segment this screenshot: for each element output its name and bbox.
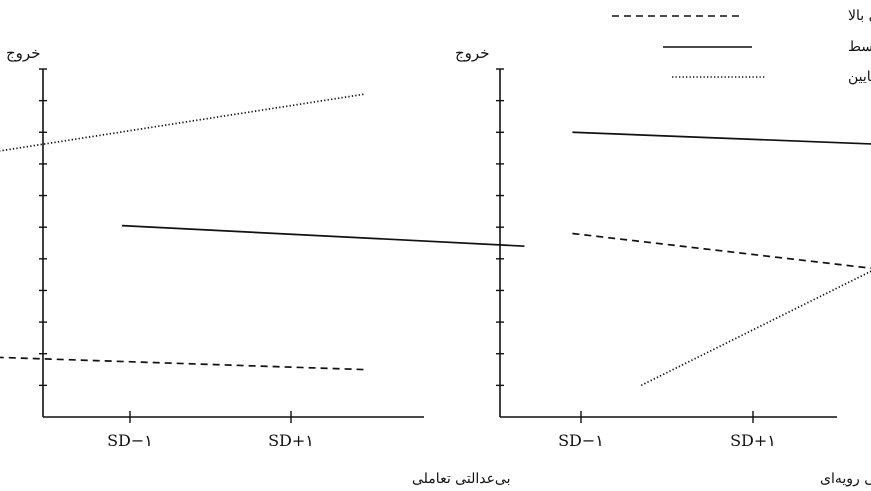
x-tick-label: SD−۱ <box>107 431 153 450</box>
legend-label: عاطفه منفی پایین <box>848 69 871 85</box>
x-tick-label: SD−۱ <box>558 431 604 450</box>
chart-panel-procedural-injustice: SD−۱ SD+۱ خروج بی‌عدالتی رویه‌ای <box>455 44 871 487</box>
x-axis-label: بی‌عدالتی رویه‌ای <box>820 471 871 487</box>
chart-panel-interactional-injustice: SD−۱ SD+۱ خروج بی‌عدالتی تعاملی <box>0 44 525 487</box>
series-line-solid <box>121 224 525 248</box>
series-line-dotted <box>640 270 871 387</box>
x-tick-label: SD+۱ <box>268 431 314 450</box>
series-line-solid <box>572 131 871 145</box>
y-axis-label: خروج <box>6 44 40 62</box>
legend-label: عاطفه منفی بالا <box>848 8 871 24</box>
x-tick-label: SD+۱ <box>730 431 776 450</box>
series-line-dotted <box>0 93 364 152</box>
series-line-dashed <box>572 232 871 270</box>
legend: عاطفه منفی بالا عاطفه منفی متوسط عاطفه منف… <box>612 8 871 85</box>
y-axis-label: خروج <box>455 44 489 62</box>
x-axis-label: بی‌عدالتی تعاملی <box>412 471 511 487</box>
legend-label: عاطفه منفی متوسط <box>848 39 871 55</box>
series-line-dashed <box>0 356 364 371</box>
